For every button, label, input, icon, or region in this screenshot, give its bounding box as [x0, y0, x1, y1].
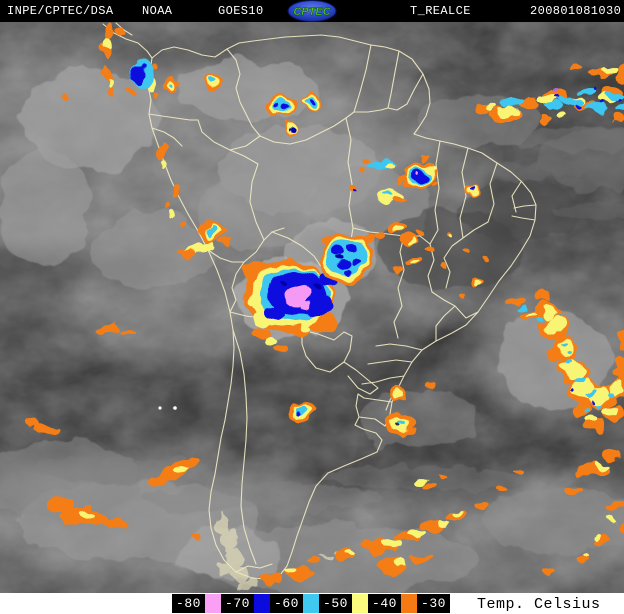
agency-label: INPE/CPTEC/DSA — [7, 4, 114, 18]
satellite-map-canvas — [0, 0, 624, 595]
satellite-label: GOES10 — [218, 4, 264, 18]
cptec-logo-text: CPTEC — [293, 6, 331, 18]
legend-swatch — [254, 594, 270, 613]
legend-title: Temp. Celsius — [477, 596, 601, 613]
network-label: NOAA — [142, 4, 173, 18]
fjord-speckle — [216, 512, 340, 590]
main-storm-complex — [240, 233, 376, 354]
cold-cloud-clusters — [24, 23, 624, 584]
product-label: T_REALCE — [410, 4, 471, 18]
legend-label: -60 — [270, 594, 303, 613]
legend-label: -80 — [172, 594, 205, 613]
temperature-legend: -80 -70 -60 -50 -40 -30 — [172, 594, 450, 613]
legend-label: -40 — [368, 594, 401, 613]
legend-label: -70 — [221, 594, 254, 613]
timestamp-label: 200801081030 — [530, 4, 622, 18]
legend-label: -50 — [319, 594, 352, 613]
legend-bar: -80 -70 -60 -50 -40 -30 Temp. Celsius — [0, 593, 624, 614]
cptec-logo-graphic: CPTEC — [287, 0, 337, 22]
legend-label: -30 — [417, 594, 450, 613]
satellite-map — [0, 0, 624, 595]
header-bar: INPE/CPTEC/DSA NOAA GOES10 CPTEC T_REALC… — [0, 0, 624, 22]
cptec-logo: CPTEC — [287, 0, 337, 22]
legend-swatch — [401, 594, 417, 613]
legend-swatch — [205, 594, 221, 613]
bright-cloud-dots — [158, 406, 177, 410]
legend-swatch — [303, 594, 319, 613]
legend-swatch — [352, 594, 368, 613]
